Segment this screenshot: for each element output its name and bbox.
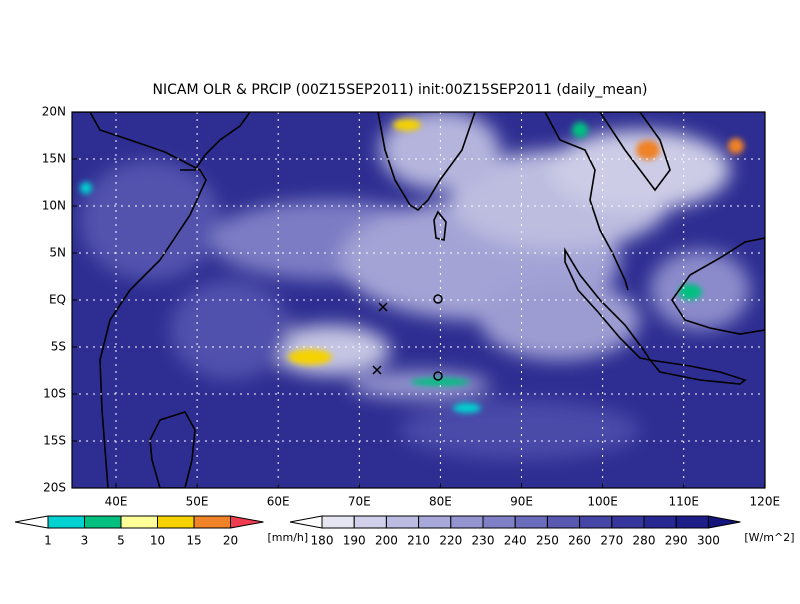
lon-label: 90E: [510, 495, 533, 509]
colorbar-box: [193, 515, 231, 529]
colorbar-box: [353, 515, 387, 529]
colorbar-label: 270: [600, 534, 623, 548]
colorbar-label: 1: [44, 534, 52, 548]
colorbar-box: [450, 515, 484, 529]
colorbar-arrow: [230, 515, 264, 529]
lon-label: 60E: [267, 495, 290, 509]
lon-label: 70E: [348, 495, 371, 509]
colorbar-label: 20: [223, 534, 238, 548]
colorbar-label: 190: [343, 534, 366, 548]
colorbar-arrow: [14, 515, 49, 529]
lat-label: 20N: [42, 105, 66, 119]
lon-label: 80E: [429, 495, 452, 509]
colorbar-label: 300: [697, 534, 720, 548]
colorbar-unit: [W/m^2]: [744, 531, 794, 544]
colorbar-label: 15: [186, 534, 201, 548]
colorbar-label: 250: [536, 534, 559, 548]
lon-label: 110E: [668, 495, 699, 509]
colorbar-label: 290: [665, 534, 688, 548]
colorbar-arrow: [707, 515, 741, 529]
colorbar-box: [157, 515, 195, 529]
lon-label: 50E: [186, 495, 209, 509]
map: [72, 112, 765, 488]
colorbar-label: 5: [117, 534, 125, 548]
colorbar-arrow: [289, 515, 323, 529]
colorbar-box: [385, 515, 420, 529]
lat-label: 5S: [51, 340, 66, 354]
colorbar-label: 230: [472, 534, 495, 548]
colorbar-unit: [mm/h]: [268, 531, 309, 544]
colorbar-box: [120, 515, 158, 529]
colorbar-label: 240: [504, 534, 527, 548]
lat-label: 10N: [42, 199, 66, 213]
title: NICAM OLR & PRCIP (00Z15SEP2011) init:00…: [152, 82, 647, 98]
lat-label: 5N: [49, 246, 66, 260]
lat-label: 15S: [43, 434, 66, 448]
lat-label: 10S: [43, 387, 66, 401]
colorbar-label: 10: [150, 534, 165, 548]
colorbar-label: 280: [633, 534, 656, 548]
lat-label: EQ: [49, 293, 66, 307]
lon-label: 120E: [750, 495, 781, 509]
colorbar-label: 260: [568, 534, 591, 548]
colorbar-box: [675, 515, 709, 529]
lat-label: 20S: [43, 481, 66, 495]
lon-label: 40E: [105, 495, 128, 509]
colorbar-box: [321, 515, 355, 529]
colorbar-box: [482, 515, 516, 529]
colorbar-box: [514, 515, 548, 529]
colorbar-label: 200: [375, 534, 398, 548]
colorbar-label: 210: [407, 534, 430, 548]
lat-label: 15N: [42, 152, 66, 166]
colorbar-box: [611, 515, 645, 529]
lon-label: 100E: [587, 495, 618, 509]
colorbar-box: [47, 515, 85, 529]
colorbar-box: [643, 515, 677, 529]
colorbar-box: [546, 515, 581, 529]
colorbar-box: [579, 515, 613, 529]
colorbar-label: 220: [439, 534, 462, 548]
colorbar-label: 3: [81, 534, 89, 548]
colorbar-box: [418, 515, 452, 529]
colorbar-box: [84, 515, 122, 529]
colorbar-label: 180: [311, 534, 334, 548]
